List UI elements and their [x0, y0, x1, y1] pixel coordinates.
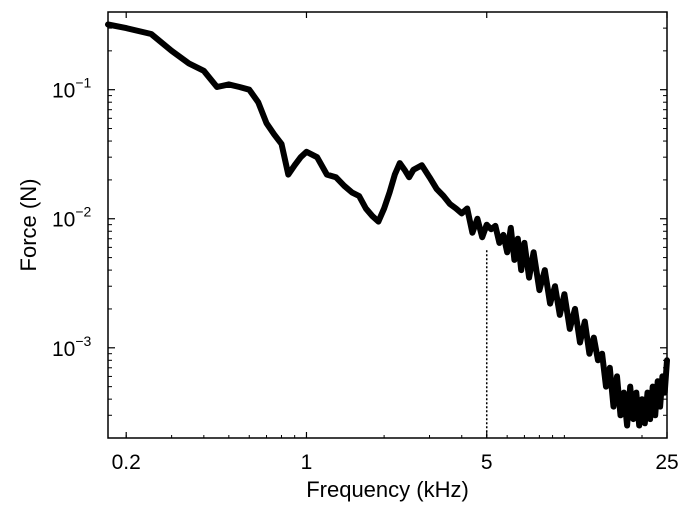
- x-tick-label: 25: [655, 451, 678, 474]
- series-group: [105, 21, 670, 429]
- y-tick-label: 10−2: [52, 204, 92, 232]
- y-axis-label: Force (N): [16, 179, 41, 272]
- y-tick-exponent: −2: [75, 204, 91, 220]
- y-tick-exponent: −1: [75, 75, 91, 91]
- plot-frame: [107, 11, 668, 439]
- y-tick-label: 10−3: [52, 333, 92, 361]
- y-tick-base: 10: [52, 80, 75, 103]
- x-tick-label: 5: [481, 451, 493, 474]
- y-tick-exponent: −3: [75, 333, 91, 349]
- x-axis-ticks: 0.2 1 5 25: [112, 12, 679, 474]
- x-tick-label: 0.2: [112, 451, 141, 474]
- x-tick-label: 1: [301, 451, 313, 474]
- y-tick-label: 10−1: [52, 75, 92, 103]
- y-tick-base: 10: [52, 338, 75, 361]
- y-tick-base: 10: [52, 209, 75, 232]
- force-series-line: [105, 21, 670, 429]
- x-axis-label: Frequency (kHz): [306, 477, 469, 502]
- y-axis-ticks: 10−110−210−3: [52, 11, 667, 439]
